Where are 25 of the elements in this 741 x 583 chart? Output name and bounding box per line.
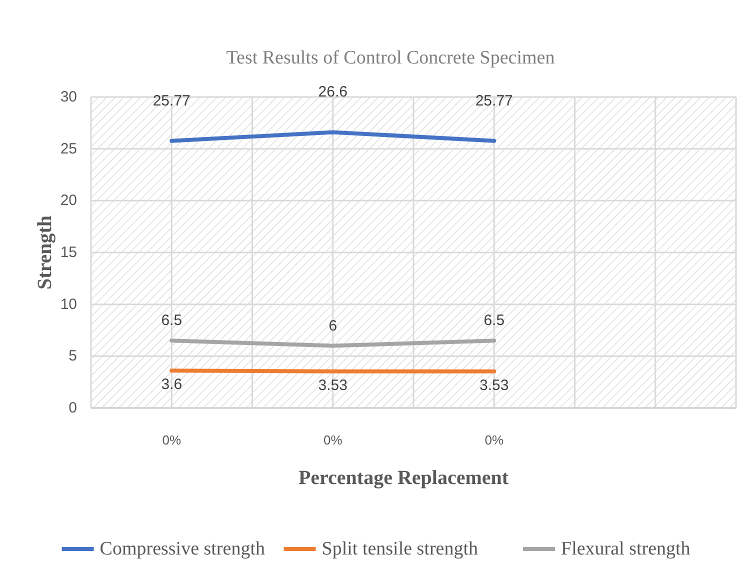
data-label: 3.6 bbox=[161, 376, 182, 394]
chart-title: Test Results of Control Concrete Specimen bbox=[226, 48, 556, 68]
data-label: 6 bbox=[328, 317, 338, 334]
data-label: 26.6 bbox=[318, 84, 348, 101]
legend-label: Split tensile strength bbox=[322, 538, 479, 560]
x-tick-label: 0% bbox=[162, 432, 182, 448]
data-label: 25.77 bbox=[475, 92, 513, 110]
data-label: 6.5 bbox=[161, 312, 182, 330]
legend-label: Flexural strength bbox=[561, 538, 691, 560]
y-tick-label: 25 bbox=[60, 140, 77, 158]
x-axis-title: Percentage Replacement bbox=[298, 467, 509, 489]
y-tick-label: 5 bbox=[68, 348, 77, 365]
data-label: 25.77 bbox=[152, 92, 190, 110]
data-label: 3.53 bbox=[480, 376, 509, 394]
y-axis-title: Strength bbox=[34, 215, 56, 290]
y-tick-label: 20 bbox=[60, 192, 77, 210]
y-tick-label: 10 bbox=[60, 296, 77, 313]
y-tick-label: 0 bbox=[68, 400, 77, 416]
legend-label: Compressive strength bbox=[100, 538, 266, 560]
data-label: 6.5 bbox=[484, 312, 505, 330]
y-tick-label: 15 bbox=[60, 244, 77, 261]
y-tick-label: 30 bbox=[60, 88, 77, 106]
x-tick-label: 0% bbox=[484, 432, 504, 448]
x-tick-label: 0% bbox=[323, 432, 343, 448]
data-label: 3.53 bbox=[318, 376, 348, 394]
